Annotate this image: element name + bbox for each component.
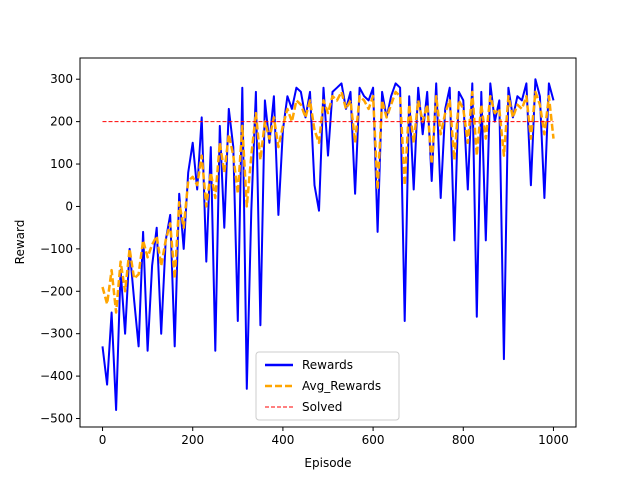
x-tick-label: 200 bbox=[181, 433, 204, 447]
legend-label-rewards: Rewards bbox=[302, 358, 353, 372]
plot-frame bbox=[79, 57, 577, 428]
x-tick-label: 1000 bbox=[538, 433, 569, 447]
x-tick-label: 800 bbox=[452, 433, 475, 447]
y-tick-label: −400 bbox=[40, 369, 73, 383]
y-tick-label: 300 bbox=[50, 72, 73, 86]
y-tick-label: −100 bbox=[40, 242, 73, 256]
series-layer bbox=[101, 78, 555, 411]
legend-label-avg-rewards: Avg_Rewards bbox=[302, 379, 381, 393]
y-tick-label: −200 bbox=[40, 284, 73, 298]
legend-label-solved: Solved bbox=[302, 400, 342, 414]
y-tick-label: −500 bbox=[40, 412, 73, 426]
axis-ticks: 0 200 400 600 800 1000 −500 −400 −300 −200 −100 0 10… bbox=[40, 72, 569, 447]
y-axis-label: Reward bbox=[13, 220, 27, 265]
x-tick-label: 0 bbox=[99, 433, 107, 447]
avg-rewards-line bbox=[101, 90, 555, 314]
y-tick-label: 100 bbox=[50, 157, 73, 171]
y-tick-label: 0 bbox=[65, 199, 73, 213]
legend: Rewards Avg_Rewards Solved bbox=[255, 351, 400, 421]
x-tick-label: 400 bbox=[271, 433, 294, 447]
y-tick-label: 200 bbox=[50, 115, 73, 129]
legend-box bbox=[255, 351, 400, 421]
y-tick-label: −300 bbox=[40, 327, 73, 341]
x-tick-label: 600 bbox=[362, 433, 385, 447]
x-axis-label: Episode bbox=[304, 456, 351, 470]
